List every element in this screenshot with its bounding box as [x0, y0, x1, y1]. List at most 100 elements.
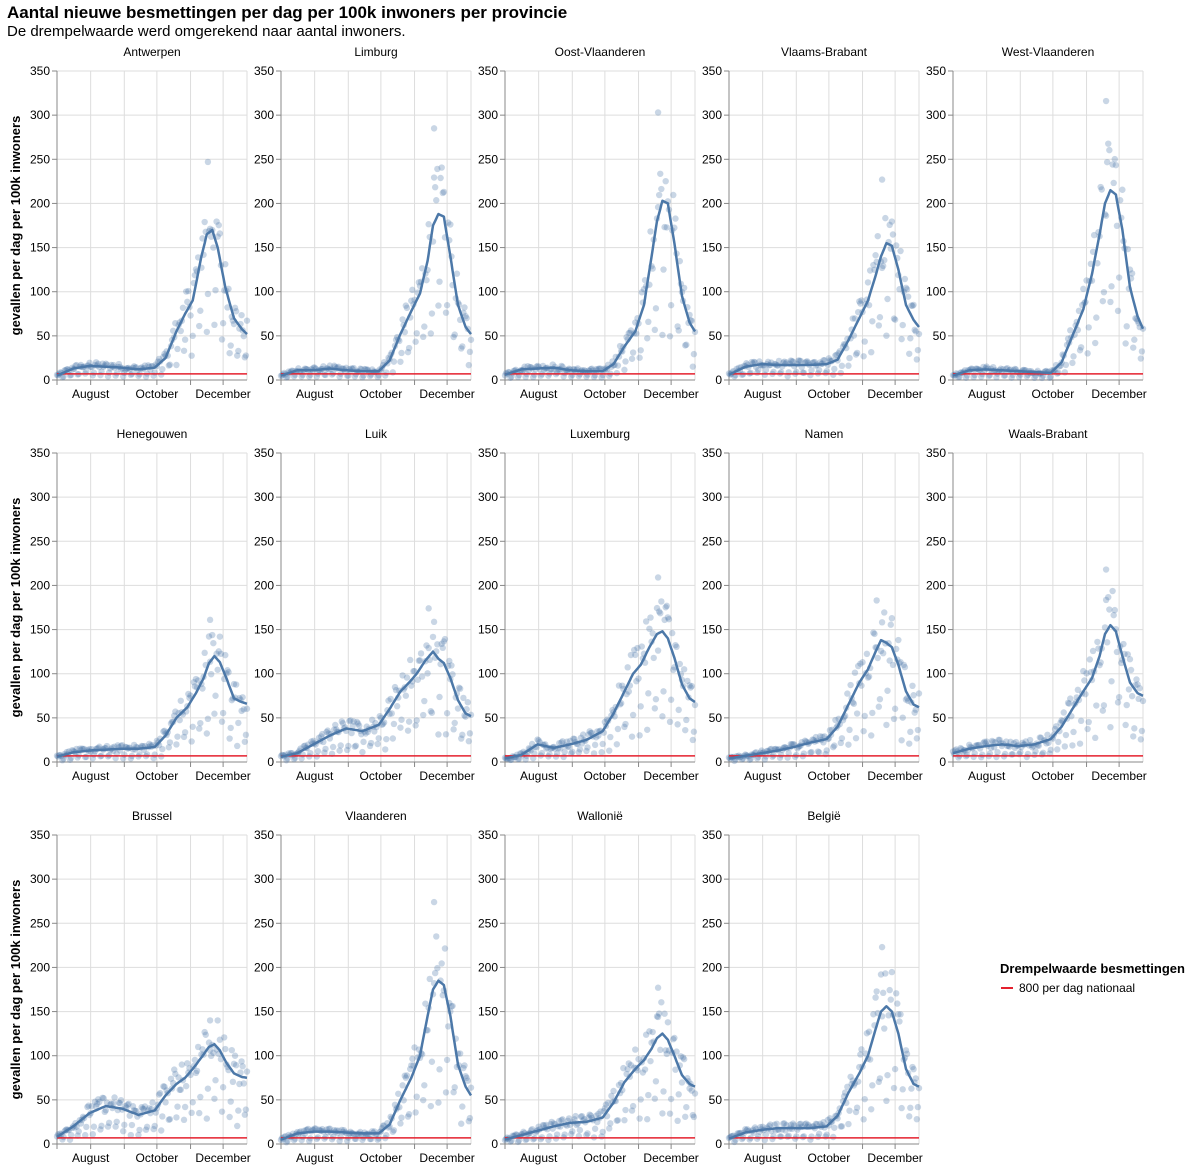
data-point — [621, 1117, 628, 1124]
data-point — [1137, 355, 1145, 362]
data-point — [979, 751, 986, 758]
data-point — [628, 355, 636, 362]
data-point — [1046, 374, 1053, 381]
y-tick-label: 0 — [43, 755, 50, 769]
data-point — [83, 753, 90, 761]
data-point — [669, 629, 676, 637]
facet-vlaams-brabant: Vlaams-Brabant 0 50 100 150 200 250 300 350 Augus… — [702, 45, 923, 401]
data-point — [856, 298, 863, 305]
data-point — [388, 710, 395, 717]
data-point — [156, 1090, 164, 1097]
data-point — [404, 348, 412, 356]
facet-title: Brussel — [132, 809, 172, 823]
data-point — [586, 1111, 593, 1118]
x-tick-label: December — [643, 1151, 698, 1165]
data-point — [837, 1123, 845, 1130]
chart-subtitle: De drempelwaarde werd omgerekend naar aa… — [7, 23, 406, 40]
data-point — [638, 643, 645, 650]
data-point — [442, 309, 450, 316]
x-tick-label: December — [1091, 769, 1146, 783]
data-point — [878, 619, 886, 626]
data-point — [1080, 667, 1087, 675]
data-point — [731, 757, 738, 765]
data-point — [672, 641, 679, 649]
data-point — [1017, 371, 1024, 378]
facet-waals-brabant: Waals-Brabant 0 50 100 150 200 250 300 350 August… — [926, 427, 1147, 783]
data-point — [579, 731, 587, 738]
data-point — [610, 1087, 617, 1095]
data-point — [812, 733, 820, 741]
y-tick-label: 300 — [926, 108, 946, 122]
y-tick-label: 100 — [926, 285, 946, 299]
data-point — [411, 1044, 418, 1051]
data-point — [1060, 709, 1067, 716]
data-point — [412, 338, 419, 345]
y-tick-label: 100 — [702, 285, 722, 299]
y-tick-label: 250 — [702, 534, 722, 548]
data-point — [853, 710, 861, 717]
data-point — [687, 684, 694, 691]
data-point — [344, 1137, 351, 1145]
data-point — [844, 690, 851, 697]
data-point — [661, 1010, 668, 1017]
data-point — [399, 1082, 406, 1089]
y-tick-label: 350 — [702, 446, 722, 460]
data-point — [660, 688, 667, 695]
data-point — [672, 1066, 679, 1073]
data-point — [747, 755, 754, 762]
data-point — [127, 1131, 135, 1139]
data-point — [914, 726, 922, 734]
data-point — [1067, 327, 1074, 334]
data-point — [194, 1043, 202, 1051]
data-point — [1131, 725, 1138, 732]
y-tick-label: 300 — [702, 108, 722, 122]
data-point — [747, 369, 754, 377]
data-point — [1084, 350, 1091, 357]
data-point — [912, 706, 919, 713]
data-point — [1107, 723, 1114, 731]
data-point — [231, 1052, 239, 1059]
data-point — [1084, 725, 1091, 733]
data-point — [838, 362, 846, 370]
data-point — [593, 1112, 600, 1119]
data-point — [679, 1054, 687, 1061]
data-point — [428, 709, 436, 716]
data-point — [369, 716, 376, 724]
data-point — [807, 749, 814, 756]
data-point — [442, 1089, 450, 1096]
data-point — [465, 361, 473, 369]
data-point — [815, 749, 823, 756]
data-point — [683, 1103, 690, 1111]
data-point — [561, 748, 568, 756]
data-point — [886, 657, 893, 664]
data-point — [584, 1130, 591, 1137]
data-point — [67, 1131, 75, 1139]
data-point — [875, 1078, 883, 1086]
x-tick-label: October — [136, 1151, 179, 1165]
facet-title: West-Vlaanderen — [1002, 45, 1095, 59]
data-point — [599, 740, 606, 748]
data-point — [861, 1095, 868, 1103]
y-axis-title: gevallen per dag per 100k inwoners — [8, 880, 23, 1100]
y-tick-label: 0 — [715, 373, 722, 387]
data-point — [641, 1066, 649, 1073]
data-point — [166, 1116, 174, 1123]
data-point — [465, 1117, 473, 1125]
data-point — [165, 362, 173, 369]
data-point — [239, 694, 246, 701]
data-point — [691, 701, 699, 709]
data-point — [636, 1115, 643, 1122]
data-point — [606, 747, 613, 754]
data-point — [1139, 697, 1147, 705]
data-point — [815, 1130, 823, 1137]
y-tick-label: 150 — [702, 1005, 722, 1019]
data-point — [1097, 183, 1104, 191]
data-point — [1070, 353, 1077, 360]
data-point — [355, 722, 363, 729]
y-tick-label: 50 — [261, 1093, 275, 1107]
data-point — [1037, 734, 1045, 741]
data-point — [146, 740, 153, 748]
data-point — [150, 1125, 157, 1133]
y-tick-label: 350 — [926, 64, 946, 78]
y-tick-label: 200 — [926, 196, 946, 210]
